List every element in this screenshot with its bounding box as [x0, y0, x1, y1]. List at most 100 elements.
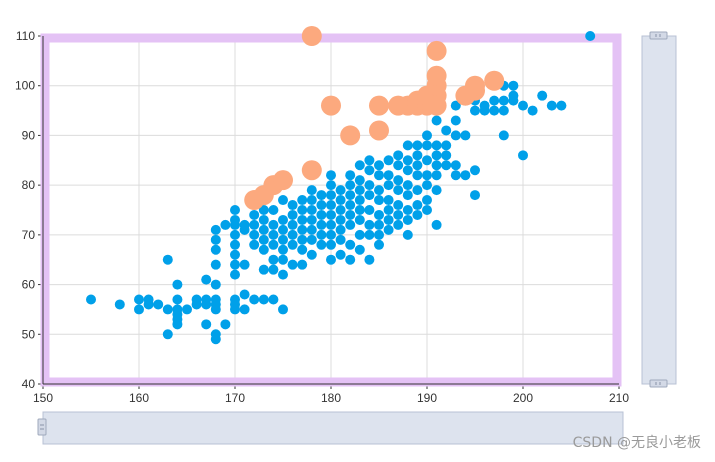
- series-orange-points: [244, 26, 505, 211]
- blue-point: [268, 239, 279, 250]
- blue-point: [258, 294, 269, 305]
- blue-point: [345, 209, 356, 220]
- orange-point: [369, 120, 389, 141]
- blue-point: [210, 294, 221, 305]
- y-zoom-handle-bottom[interactable]: [649, 379, 668, 388]
- blue-point: [86, 294, 96, 305]
- blue-point: [268, 205, 279, 215]
- blue-point: [402, 165, 413, 176]
- blue-point: [326, 209, 336, 220]
- selection-brush-area[interactable]: [40, 33, 622, 387]
- orange-point: [321, 95, 341, 116]
- blue-point: [239, 219, 250, 230]
- blue-point: [364, 205, 375, 215]
- y-tick-label: 80: [22, 178, 36, 192]
- blue-point: [297, 214, 308, 225]
- blue-point: [546, 100, 557, 111]
- blue-point: [345, 170, 356, 181]
- blue-point: [374, 209, 384, 220]
- blue-point: [364, 254, 375, 265]
- x-tick-label: 200: [513, 391, 533, 405]
- blue-point: [306, 195, 317, 206]
- blue-point: [335, 214, 346, 225]
- orange-point: [301, 26, 322, 46]
- blue-point: [345, 190, 356, 201]
- y-zoom-handle-top[interactable]: [649, 31, 668, 40]
- blue-point: [431, 160, 442, 171]
- blue-point: [306, 249, 317, 260]
- blue-point: [479, 100, 490, 111]
- blue-point: [431, 185, 442, 196]
- x-zoom-track[interactable]: [42, 411, 624, 445]
- blue-point: [162, 329, 173, 340]
- blue-point: [498, 130, 509, 141]
- blue-point: [489, 95, 500, 106]
- blue-point: [210, 259, 221, 270]
- blue-point: [316, 239, 327, 250]
- blue-point: [374, 219, 384, 230]
- blue-point: [278, 214, 288, 225]
- blue-point: [220, 219, 231, 230]
- blue-point: [268, 294, 279, 305]
- blue-point: [239, 259, 250, 270]
- blue-point: [460, 170, 471, 181]
- watermark: CSDN @无良小老板: [572, 435, 701, 451]
- blue-point: [441, 125, 452, 136]
- blue-point: [278, 234, 288, 245]
- blue-point: [258, 205, 269, 215]
- blue-point: [210, 224, 221, 235]
- blue-point: [422, 170, 432, 181]
- x-tick-label: 190: [417, 391, 437, 405]
- blue-point: [172, 279, 183, 290]
- blue-point: [508, 80, 519, 91]
- blue-point: [335, 185, 346, 196]
- x-zoom-slider[interactable]: [37, 411, 624, 445]
- blue-point: [210, 279, 221, 290]
- blue-point: [518, 100, 528, 111]
- y-zoom-track[interactable]: [641, 35, 677, 385]
- blue-point: [316, 209, 327, 220]
- blue-point: [412, 170, 423, 181]
- blue-point: [210, 234, 221, 245]
- blue-point: [556, 100, 567, 111]
- orange-point: [426, 65, 447, 86]
- x-tick-label: 210: [609, 391, 629, 405]
- blue-point: [412, 140, 423, 151]
- blue-point: [345, 254, 356, 265]
- blue-point: [326, 254, 336, 265]
- blue-point: [306, 205, 317, 215]
- blue-point: [431, 140, 442, 151]
- x-tick-label: 150: [33, 391, 53, 405]
- blue-point: [335, 205, 346, 215]
- blue-point: [450, 170, 461, 181]
- blue-point: [431, 115, 442, 126]
- blue-point: [230, 239, 240, 250]
- y-zoom-slider[interactable]: [641, 31, 677, 388]
- blue-point: [412, 185, 423, 196]
- x-zoom-handle-left[interactable]: [37, 418, 47, 436]
- blue-point: [287, 259, 298, 270]
- blue-point: [172, 294, 183, 305]
- blue-point: [585, 31, 596, 41]
- blue-point: [354, 229, 365, 240]
- orange-point: [484, 70, 505, 91]
- blue-point: [172, 309, 183, 320]
- blue-point: [450, 130, 461, 141]
- axes: [42, 36, 619, 385]
- blue-point: [335, 234, 346, 245]
- blue-point: [249, 229, 260, 240]
- blue-point: [393, 209, 404, 220]
- blue-point: [412, 200, 423, 211]
- x-axis-ticks: 150 160 170 180 190 200 210: [33, 384, 629, 405]
- y-tick-label: 100: [15, 79, 35, 93]
- blue-point: [354, 214, 365, 225]
- blue-point: [537, 90, 548, 101]
- blue-point: [172, 319, 183, 330]
- blue-point: [201, 299, 212, 310]
- orange-point: [426, 40, 447, 61]
- blue-point: [182, 304, 192, 315]
- blue-point: [470, 190, 480, 201]
- x-tick-label: 180: [321, 391, 341, 405]
- blue-point: [249, 219, 260, 230]
- blue-point: [383, 155, 394, 166]
